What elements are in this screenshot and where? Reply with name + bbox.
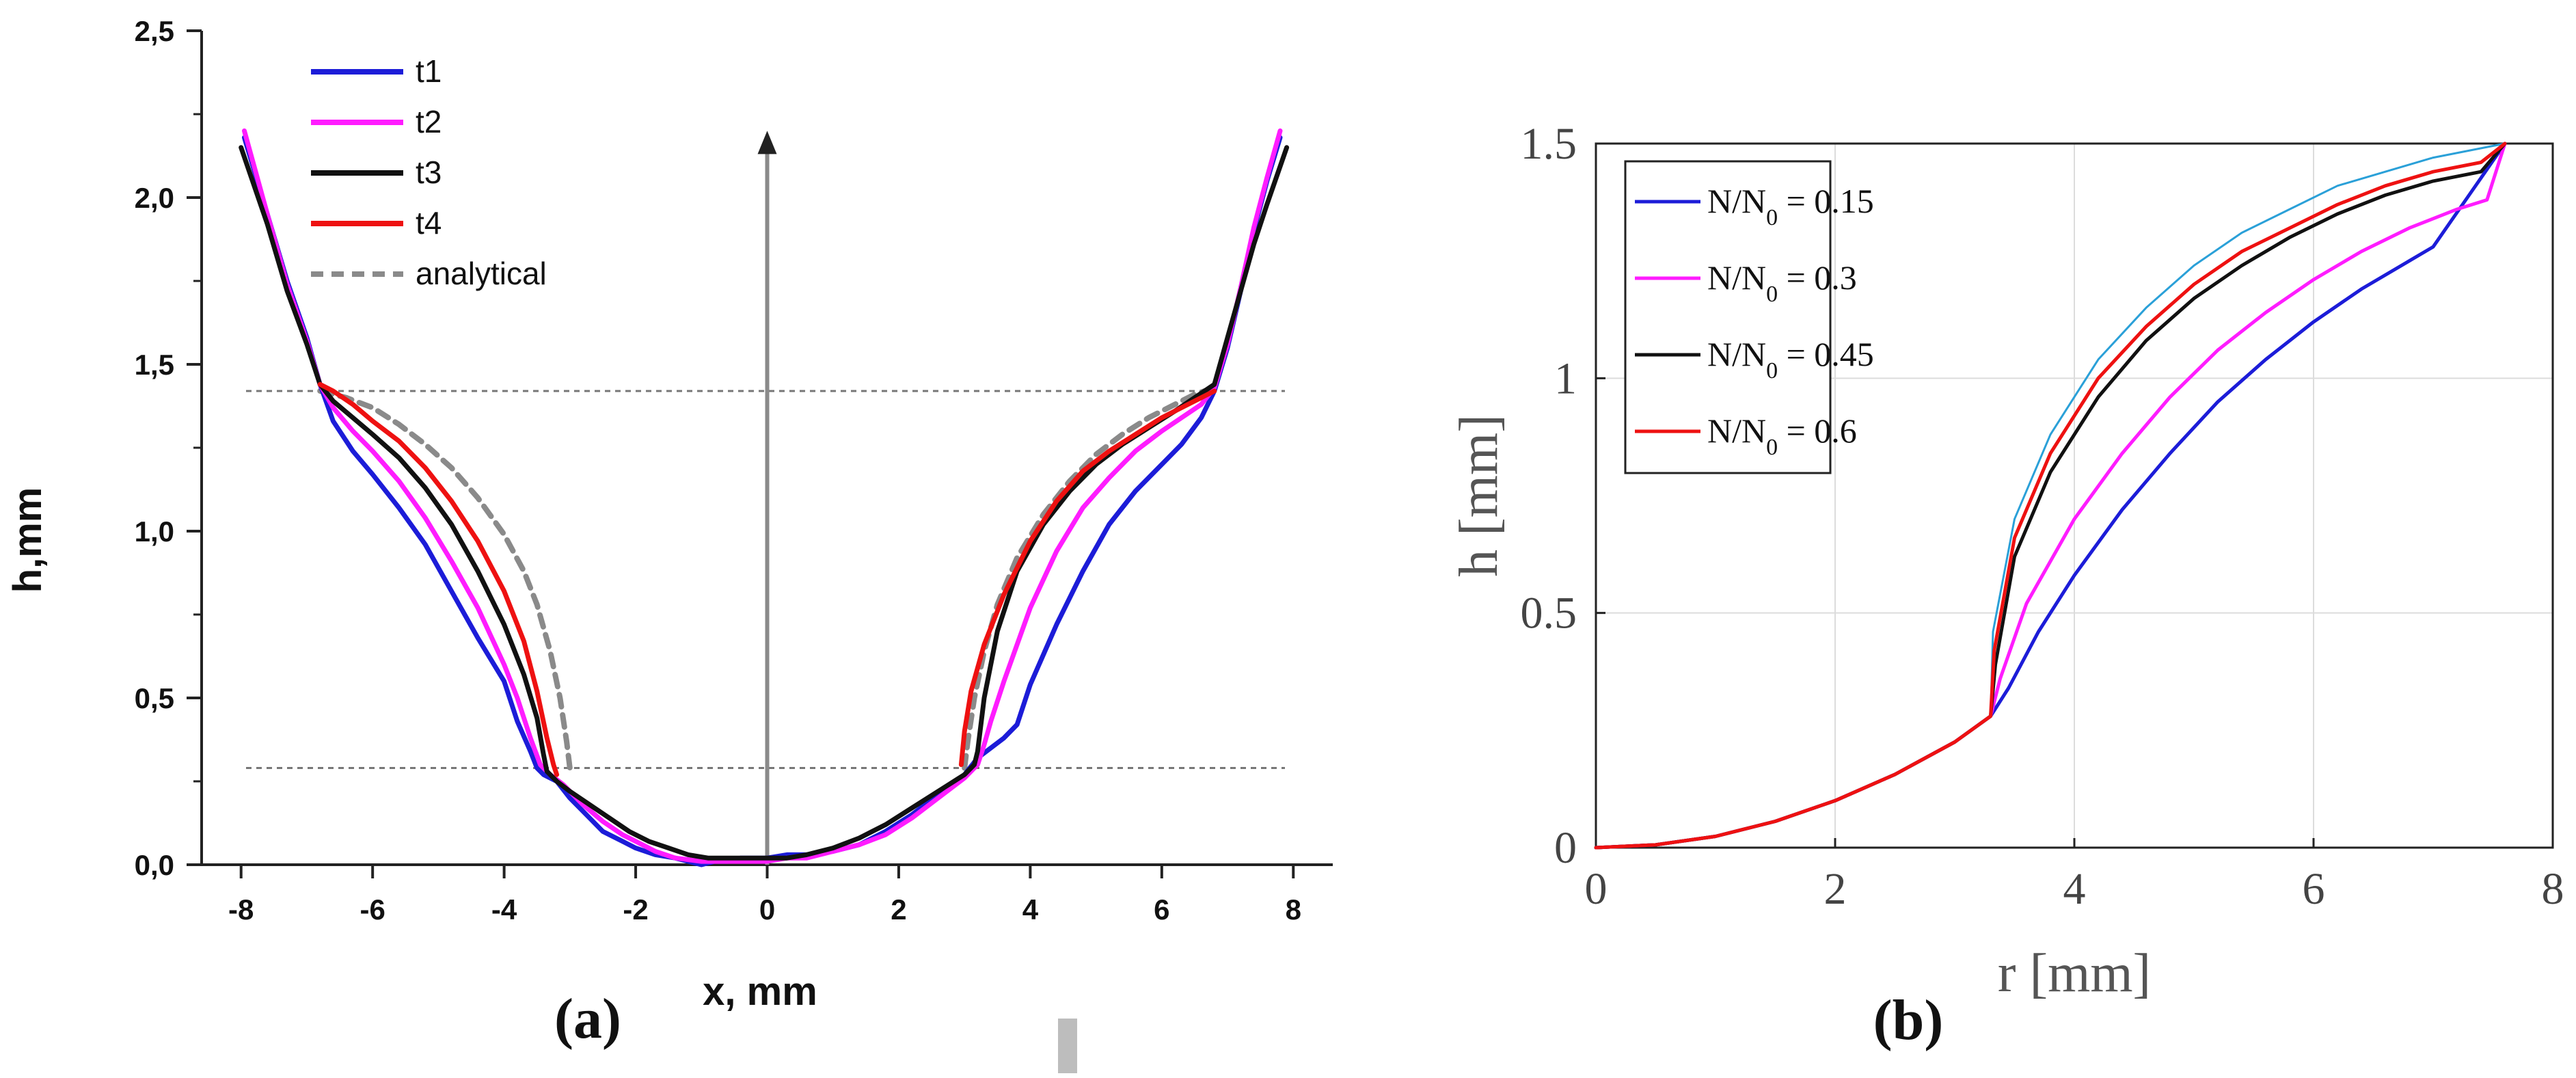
legend: N/N0 = 0.15N/N0 = 0.3N/N0 = 0.45N/N0 = 0… (1624, 160, 1874, 474)
legend-label-1: N/N0 = 0.15 (1707, 182, 1874, 230)
center-arrowhead (757, 131, 777, 154)
x-tick-label: 0 (759, 893, 775, 926)
panel-label-a: (a) (554, 987, 621, 1051)
y-tick-label: 1,5 (135, 349, 174, 381)
legend-label-subscript: 0 (1766, 282, 1778, 307)
y-tick-label: 0,5 (135, 682, 174, 714)
legend-label-subscript: 0 (1766, 205, 1778, 230)
legend-label-suffix: = 0.3 (1778, 258, 1857, 297)
reference-lines (246, 131, 1285, 865)
legend-label-t3: t3 (416, 154, 442, 190)
x-tick-label: 2 (1824, 864, 1847, 914)
y-tick-label: 0.5 (1521, 589, 1577, 638)
legend-box (1624, 160, 1832, 474)
y-tick-label: 1,0 (135, 515, 174, 548)
x-tick-label: 8 (1286, 893, 1301, 926)
series-line-4 (1594, 142, 2507, 850)
legend-label-t4: t4 (416, 205, 442, 241)
legend-label-3: N/N0 = 0.45 (1707, 335, 1874, 383)
series-line-envelope (1990, 142, 2506, 718)
legend-label-prefix: N/N (1707, 412, 1766, 450)
y-tick-label: 1 (1554, 353, 1577, 403)
x-tick-label: 2 (891, 893, 906, 926)
x-tick-label: 0 (1585, 864, 1608, 914)
y-tick-label: 1.5 (1521, 119, 1577, 169)
y-axis-label: h,mm (5, 487, 50, 593)
legend-label-subscript: 0 (1766, 358, 1778, 383)
x-axis-label: r [mm] (1998, 943, 2151, 1003)
panel-label-b: (b) (1873, 988, 1944, 1052)
legend-label-prefix: N/N (1707, 335, 1766, 373)
legend-label-t1: t1 (416, 53, 442, 89)
divider-mark (1058, 1019, 1077, 1073)
legend-label-suffix: = 0.45 (1778, 335, 1874, 373)
x-tick-label: -4 (491, 893, 517, 926)
y-tick-label: 2,0 (135, 182, 174, 214)
legend-label-analytical: analytical (416, 256, 547, 291)
axis-ticks: 0 2 4 6 8 0 0.5 1 1.5 (1521, 119, 2564, 914)
x-tick-label: 6 (2303, 864, 2325, 914)
x-tick-label: -2 (623, 893, 648, 926)
x-tick-label: 4 (1022, 893, 1039, 926)
legend-label-prefix: N/N (1707, 258, 1766, 297)
legend-label-2: N/N0 = 0.3 (1707, 258, 1857, 307)
y-tick-label: 2,5 (135, 15, 174, 47)
x-tick-label: 4 (2063, 864, 2086, 914)
legend-label-suffix: = 0.15 (1778, 182, 1874, 220)
x-tick-label: 8 (2542, 864, 2564, 914)
legend-label-t2: t2 (416, 104, 442, 139)
x-tick-label: -6 (360, 893, 385, 926)
y-axis-label: h [mm] (1449, 414, 1509, 577)
x-tick-label: -8 (228, 893, 254, 926)
chart-panel-b: 0 2 4 6 800.511.5 N/N0 = 0.15N/N0 = 0.3N/N0 … (1449, 119, 2564, 1052)
series-line-t2 (242, 128, 1283, 864)
legend-label-subscript: 0 (1766, 435, 1778, 460)
legend-label-suffix: = 0.6 (1778, 412, 1857, 450)
legend-label-prefix: N/N (1707, 182, 1766, 220)
series-group (1594, 142, 2507, 850)
chart-panel-a: -8 -6 -4 -2 0 2 4 6 8 0,0 0,5 1,0 1,5 2,0 2,5 t1 t2 t3 t4… (5, 15, 1333, 1051)
axis-ticks: -8 -6 -4 -2 0 2 4 6 8 0,0 0,5 1,0 1,5 2,0 2,5 (135, 15, 1301, 926)
x-axis-label: x, mm (703, 969, 817, 1014)
series-line-t4 (317, 381, 1217, 777)
legend-label-4: N/N0 = 0.6 (1707, 412, 1857, 460)
y-tick-label: 0,0 (135, 849, 174, 881)
series-group (239, 128, 1290, 867)
x-tick-label: 6 (1154, 893, 1169, 926)
legend: t1 t2 t3 t4 analytical (311, 53, 547, 291)
y-tick-label: 0 (1554, 823, 1577, 873)
